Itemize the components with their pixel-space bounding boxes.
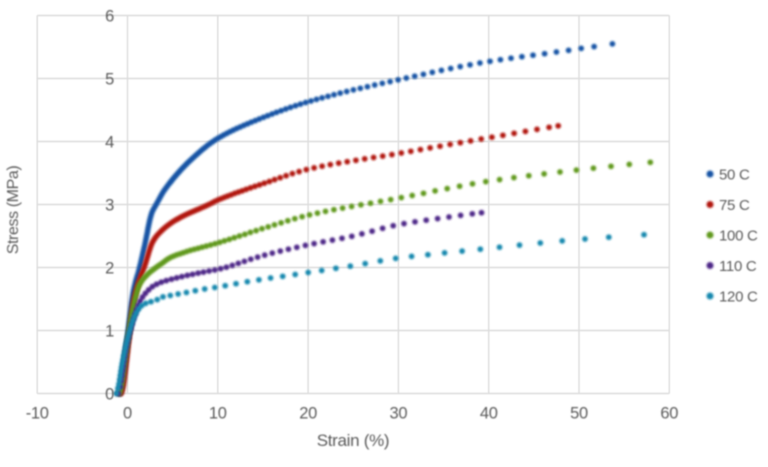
svg-text:100 C: 100 C [719, 227, 758, 244]
svg-text:40: 40 [480, 405, 498, 423]
svg-text:110 C: 110 C [719, 258, 757, 275]
svg-text:5: 5 [105, 71, 114, 89]
svg-text:75 C: 75 C [719, 197, 750, 214]
svg-text:120 C: 120 C [719, 288, 758, 305]
svg-text:0: 0 [123, 405, 132, 423]
svg-text:2: 2 [105, 260, 114, 278]
svg-text:-10: -10 [26, 405, 49, 423]
svg-text:3: 3 [105, 197, 114, 215]
svg-text:Strain (%): Strain (%) [317, 431, 390, 450]
svg-text:60: 60 [660, 405, 678, 423]
svg-text:1: 1 [105, 323, 114, 341]
svg-text:4: 4 [105, 134, 114, 152]
svg-text:30: 30 [390, 405, 408, 423]
svg-text:6: 6 [105, 8, 114, 26]
svg-text:0: 0 [105, 386, 114, 404]
svg-text:Stress (MPa): Stress (MPa) [5, 166, 22, 255]
svg-text:10: 10 [209, 405, 227, 423]
svg-text:50: 50 [570, 405, 588, 423]
svg-text:20: 20 [299, 405, 317, 423]
svg-text:50 C: 50 C [719, 166, 750, 183]
